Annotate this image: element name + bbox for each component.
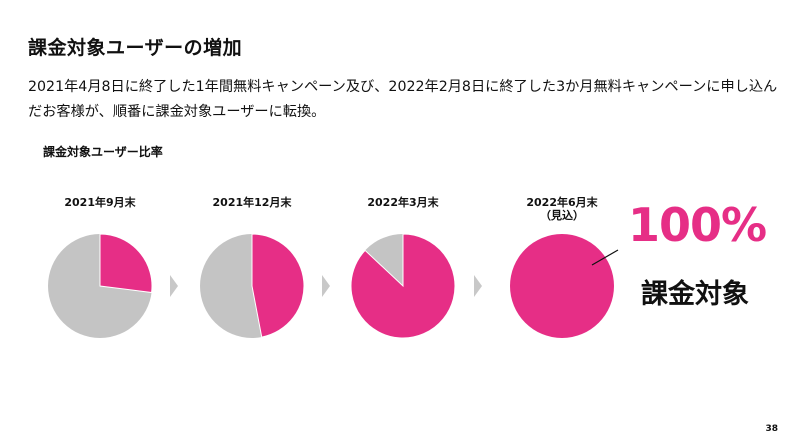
- pie-label-2: 2021年12月末: [212, 196, 292, 209]
- annotation-leader-line: [591, 249, 619, 266]
- pie-label-3: 2022年3月末: [367, 196, 439, 209]
- arrow-icon-2: [322, 275, 330, 297]
- pie-label-4: 2022年6月末 （見込）: [526, 196, 598, 222]
- page-title: 課金対象ユーザーの増加: [28, 37, 243, 59]
- pie-4-target-slice: [510, 234, 614, 338]
- pie-3-target-slice: [350, 233, 456, 339]
- page-description: 2021年4月8日に終了した1年間無料キャンペーン及び、2022年2月8日に終了…: [28, 79, 778, 120]
- annotation-text: 課金対象: [641, 279, 749, 310]
- arrow-icon-3: [474, 275, 482, 297]
- pie-2-target-slice: [251, 233, 305, 338]
- pie-1-target-slice: [99, 233, 153, 294]
- arrow-icon-1: [170, 275, 178, 297]
- page-number: 38: [765, 424, 778, 434]
- chart-title: 課金対象ユーザー比率: [43, 145, 163, 159]
- pie-label-1: 2021年9月末: [64, 196, 136, 209]
- annotation-value: 100%: [628, 198, 767, 252]
